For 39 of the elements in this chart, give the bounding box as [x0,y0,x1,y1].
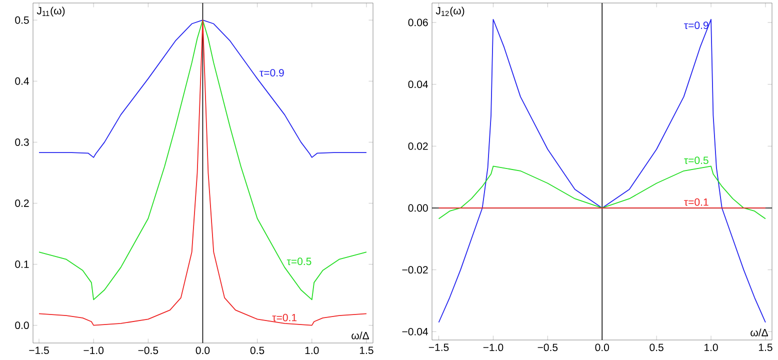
y-tick-label: 0.00 [408,204,428,212]
x-tick-label: 0.5 [250,346,264,354]
y-tick-label: −0.04 [402,328,428,336]
x-tick-label: −1.0 [483,344,504,352]
y-axis-title: J$_{12}$(ω) [436,6,464,16]
x-tick-label: −0.5 [138,346,158,354]
line-series [438,18,766,323]
y-tick-label: 0.02 [408,142,428,150]
x-axis-title: ω/Δ [352,332,369,340]
x-tick-label: 0.0 [595,344,609,352]
y-tick-label: 0.5 [15,16,29,24]
series-label: τ=0.5 [684,156,708,164]
x-tick-label: 1.5 [360,346,374,354]
x-tick-label: 1.0 [704,344,718,352]
x-tick-label: −0.5 [538,344,558,352]
x-tick-label: −1.5 [428,344,449,352]
line-series [438,166,766,220]
y-axis-title: J$_{11}$(ω) [36,6,65,16]
y-tick-label: 0.04 [408,80,428,88]
y-tick-label: 0.2 [15,200,29,207]
x-tick-label: 1.5 [758,344,772,352]
line-series [38,20,367,158]
series-label: τ=0.9 [260,69,284,76]
x-tick-label: −1.5 [29,346,49,354]
y-tick-label: 0.06 [408,18,428,26]
series-label: τ=0.1 [272,314,297,322]
x-tick-label: 1.0 [305,346,319,354]
series-label: τ=0.5 [286,258,312,266]
y-tick-label: 0.1 [15,260,29,268]
x-axis-title: ω/Δ [750,328,768,336]
x-tick-label: 0.5 [650,344,664,352]
y-tick-label: 0.3 [15,138,29,146]
y-tick-label: −0.02 [402,266,428,274]
series-label: τ=0.1 [684,198,708,206]
y-tick-label: 0.4 [15,77,29,85]
y-tick-label: 0.0 [15,322,29,330]
series-label: τ=0.9 [684,22,708,30]
x-tick-label: 0.0 [196,346,210,354]
x-tick-label: −1.0 [84,346,104,354]
